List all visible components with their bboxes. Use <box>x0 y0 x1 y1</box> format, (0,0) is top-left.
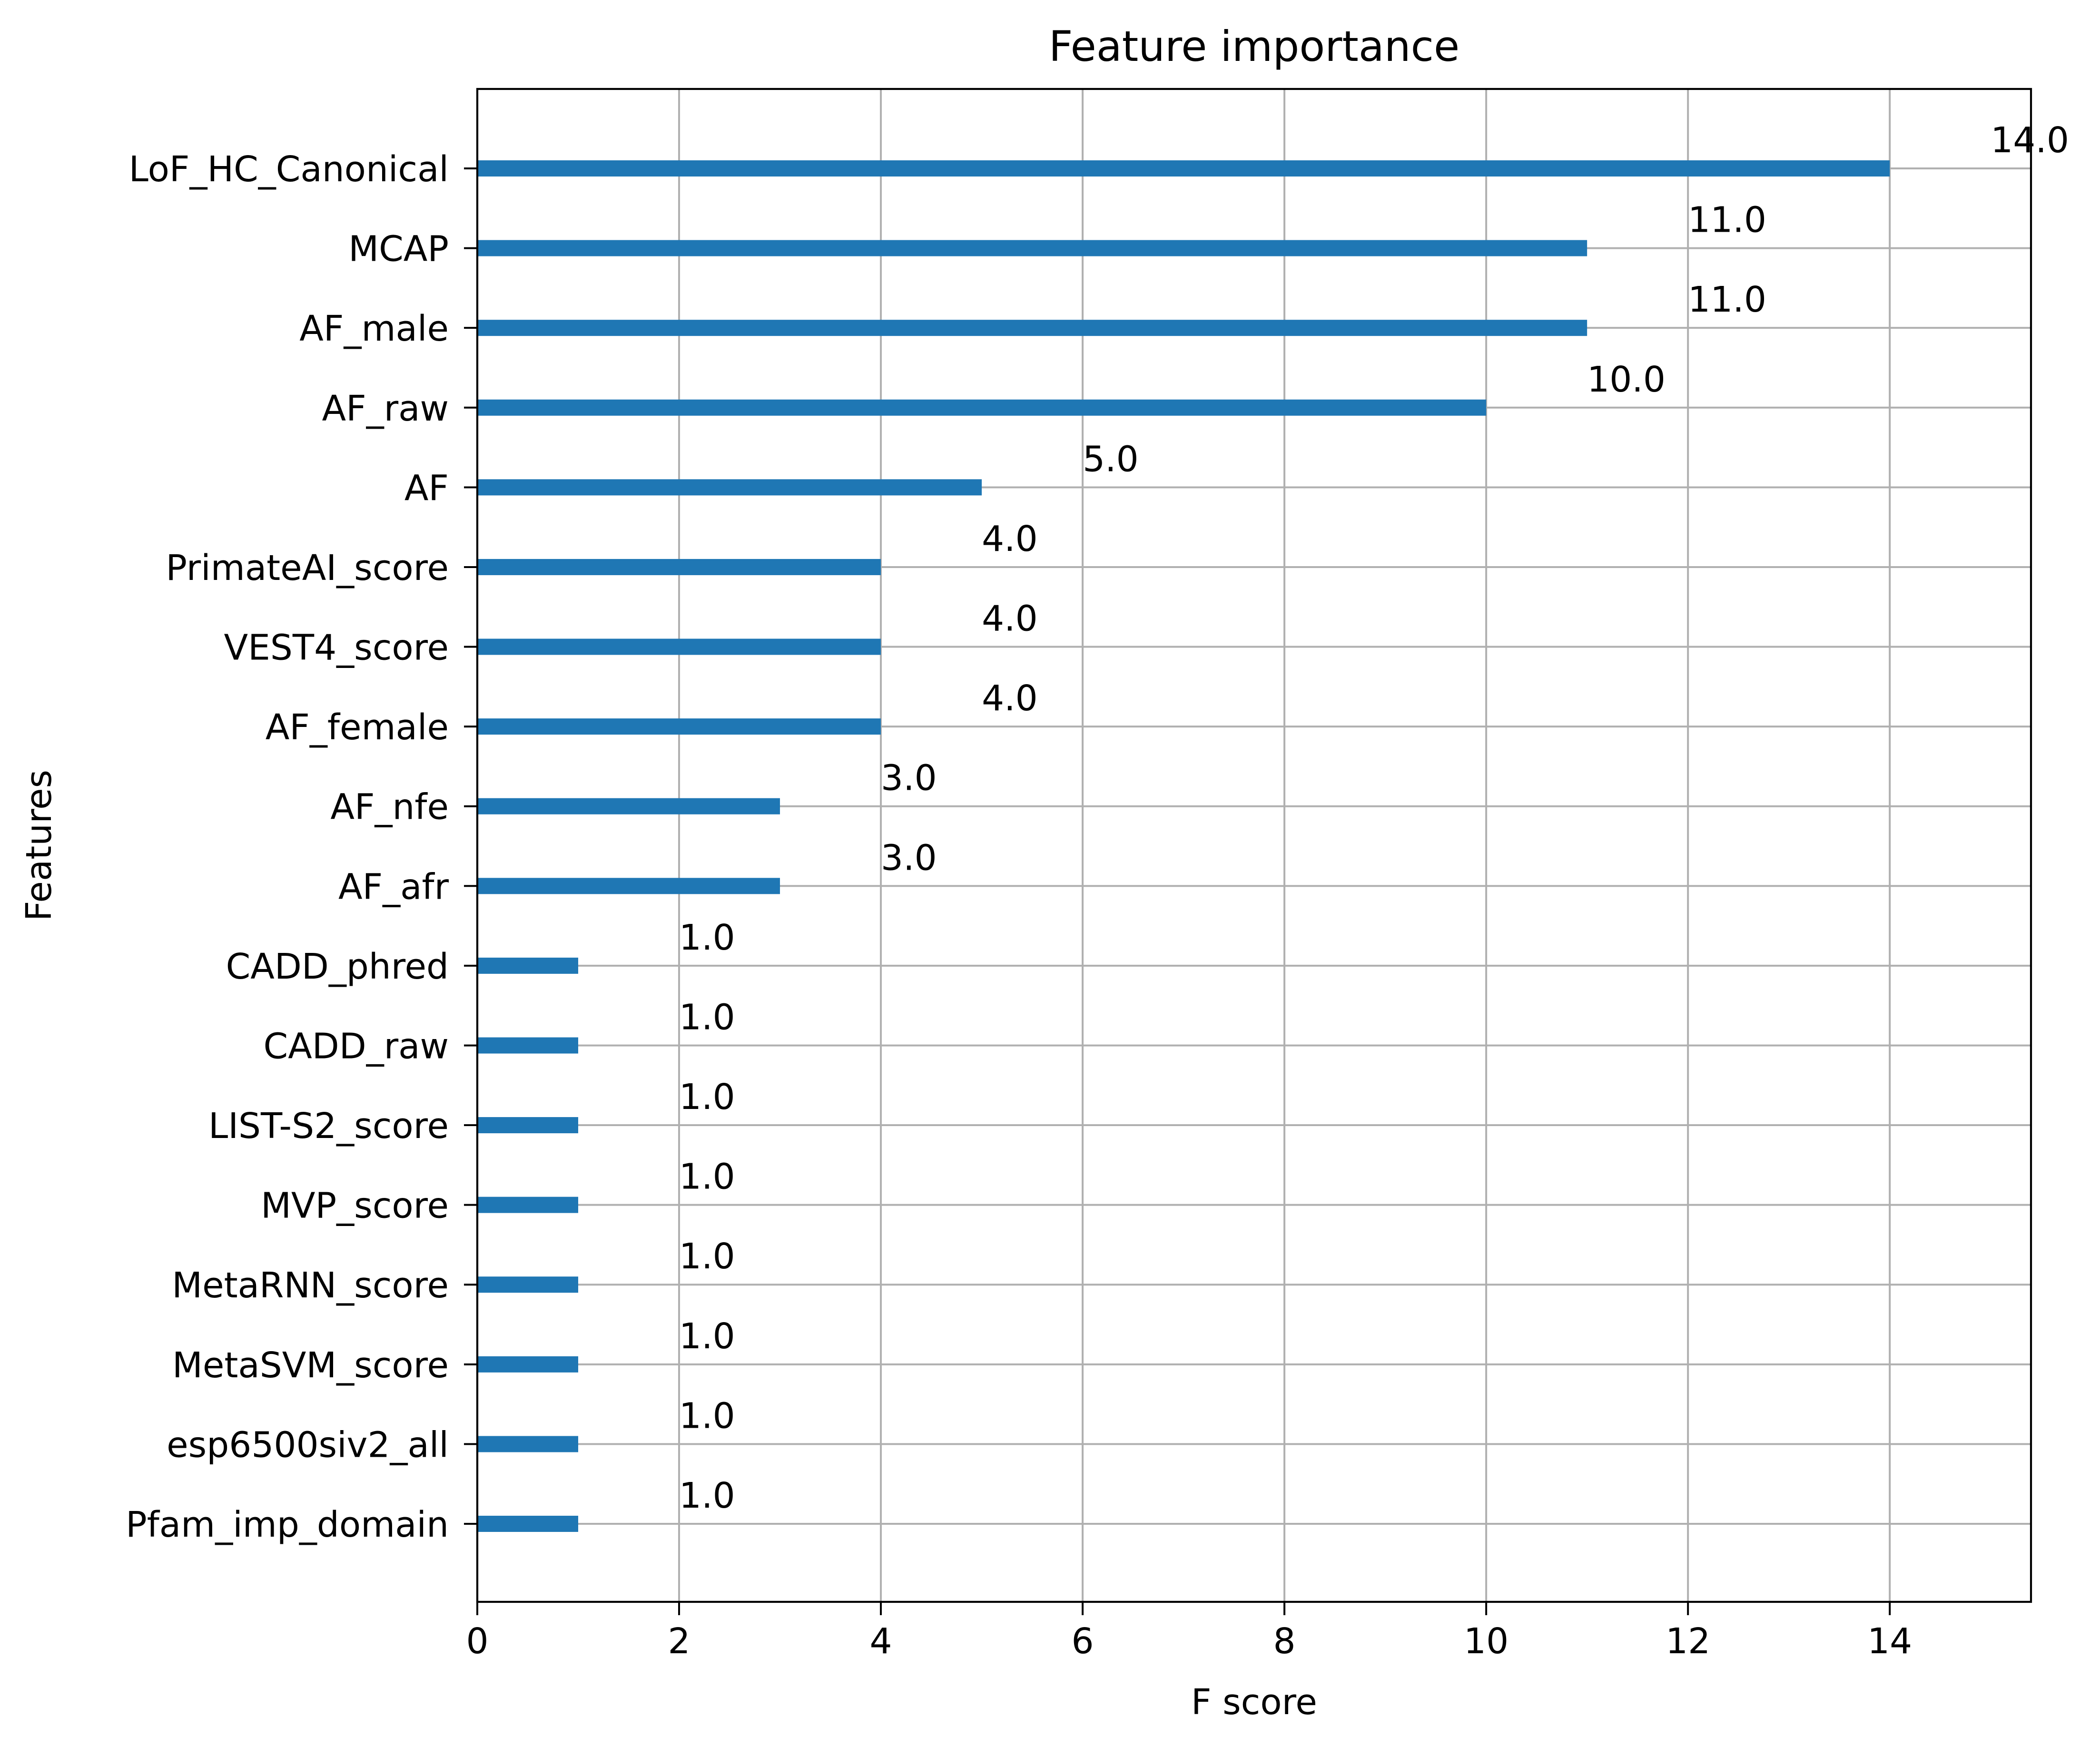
bar <box>477 1276 579 1293</box>
value-label: 1.0 <box>679 1236 735 1277</box>
value-label: 5.0 <box>1083 439 1139 480</box>
value-label: 4.0 <box>982 598 1038 639</box>
bar <box>477 1037 579 1054</box>
value-label: 1.0 <box>679 1157 735 1197</box>
x-tick-label: 6 <box>1072 1621 1094 1662</box>
x-tick-label: 4 <box>870 1621 892 1662</box>
value-label: 3.0 <box>881 837 937 878</box>
x-axis-ticks: 0 2 4 6 8 10 12 14 <box>466 1602 1912 1662</box>
x-tick-label: 12 <box>1666 1621 1710 1662</box>
value-label: 3.0 <box>881 758 937 799</box>
bar <box>477 1197 579 1213</box>
bar <box>477 240 1587 256</box>
value-label: 1.0 <box>679 917 735 958</box>
bar <box>477 1117 579 1134</box>
x-tick-label: 0 <box>466 1621 488 1662</box>
x-tick-label: 14 <box>1867 1621 1912 1662</box>
value-label: 11.0 <box>1688 279 1766 320</box>
value-label: 4.0 <box>982 519 1038 559</box>
y-tick-label: MCAP <box>348 229 449 270</box>
bar <box>477 559 881 575</box>
value-labels: 14.0 11.0 11.0 10.0 5.0 4.0 4.0 4.0 3.0 3.0 1.0 1.0… <box>679 120 2069 1516</box>
y-axis-label: Features <box>19 770 59 921</box>
y-tick-label: CADD_raw <box>263 1026 449 1067</box>
value-label: 1.0 <box>679 997 735 1038</box>
bar <box>477 957 579 974</box>
y-tick-label: AF_male <box>299 308 449 349</box>
bar <box>477 320 1587 336</box>
value-label: 1.0 <box>679 1316 735 1357</box>
bar <box>477 638 881 655</box>
chart-title: Feature importance <box>1049 22 1459 71</box>
bar <box>477 1436 579 1452</box>
bars <box>477 160 1890 1532</box>
value-label: 1.0 <box>679 1395 735 1436</box>
bar <box>477 160 1890 177</box>
y-tick-label: esp6500siv2_all <box>167 1424 449 1465</box>
bar <box>477 399 1487 416</box>
bar <box>477 479 982 496</box>
y-tick-label: AF_female <box>266 707 449 748</box>
value-label: 11.0 <box>1688 200 1766 241</box>
value-label: 4.0 <box>982 678 1038 719</box>
value-label: 1.0 <box>679 1475 735 1516</box>
value-label: 14.0 <box>1991 120 2069 161</box>
bar <box>477 798 780 814</box>
y-tick-label: AF_nfe <box>330 787 449 828</box>
y-tick-label: CADD_phred <box>226 946 449 987</box>
bar <box>477 718 881 735</box>
y-tick-label: MetaSVM_score <box>172 1345 449 1386</box>
y-tick-label: AF <box>404 468 449 509</box>
value-label: 10.0 <box>1587 359 1666 400</box>
bar <box>477 1516 579 1532</box>
x-tick-label: 8 <box>1273 1621 1296 1662</box>
x-tick-label: 10 <box>1464 1621 1508 1662</box>
bar <box>477 1356 579 1373</box>
value-label: 1.0 <box>679 1077 735 1118</box>
y-tick-label: LoF_HC_Canonical <box>129 149 449 190</box>
bar <box>477 878 780 894</box>
y-tick-label: LIST-S2_score <box>208 1106 449 1147</box>
x-axis-label: F score <box>1191 1682 1317 1723</box>
y-tick-label: MVP_score <box>261 1186 449 1226</box>
y-tick-label: MetaRNN_score <box>172 1265 449 1306</box>
y-tick-label: VEST4_score <box>224 628 449 668</box>
y-axis-ticks: LoF_HC_Canonical MCAP AF_male AF_raw AF Prima… <box>126 149 477 1545</box>
y-tick-label: AF_raw <box>322 388 449 429</box>
y-tick-label: Pfam_imp_domain <box>126 1504 449 1545</box>
x-tick-label: 2 <box>668 1621 690 1662</box>
y-tick-label: AF_afr <box>338 866 449 907</box>
plot-frame <box>476 88 2032 1603</box>
y-tick-label: PrimateAI_score <box>166 548 449 589</box>
